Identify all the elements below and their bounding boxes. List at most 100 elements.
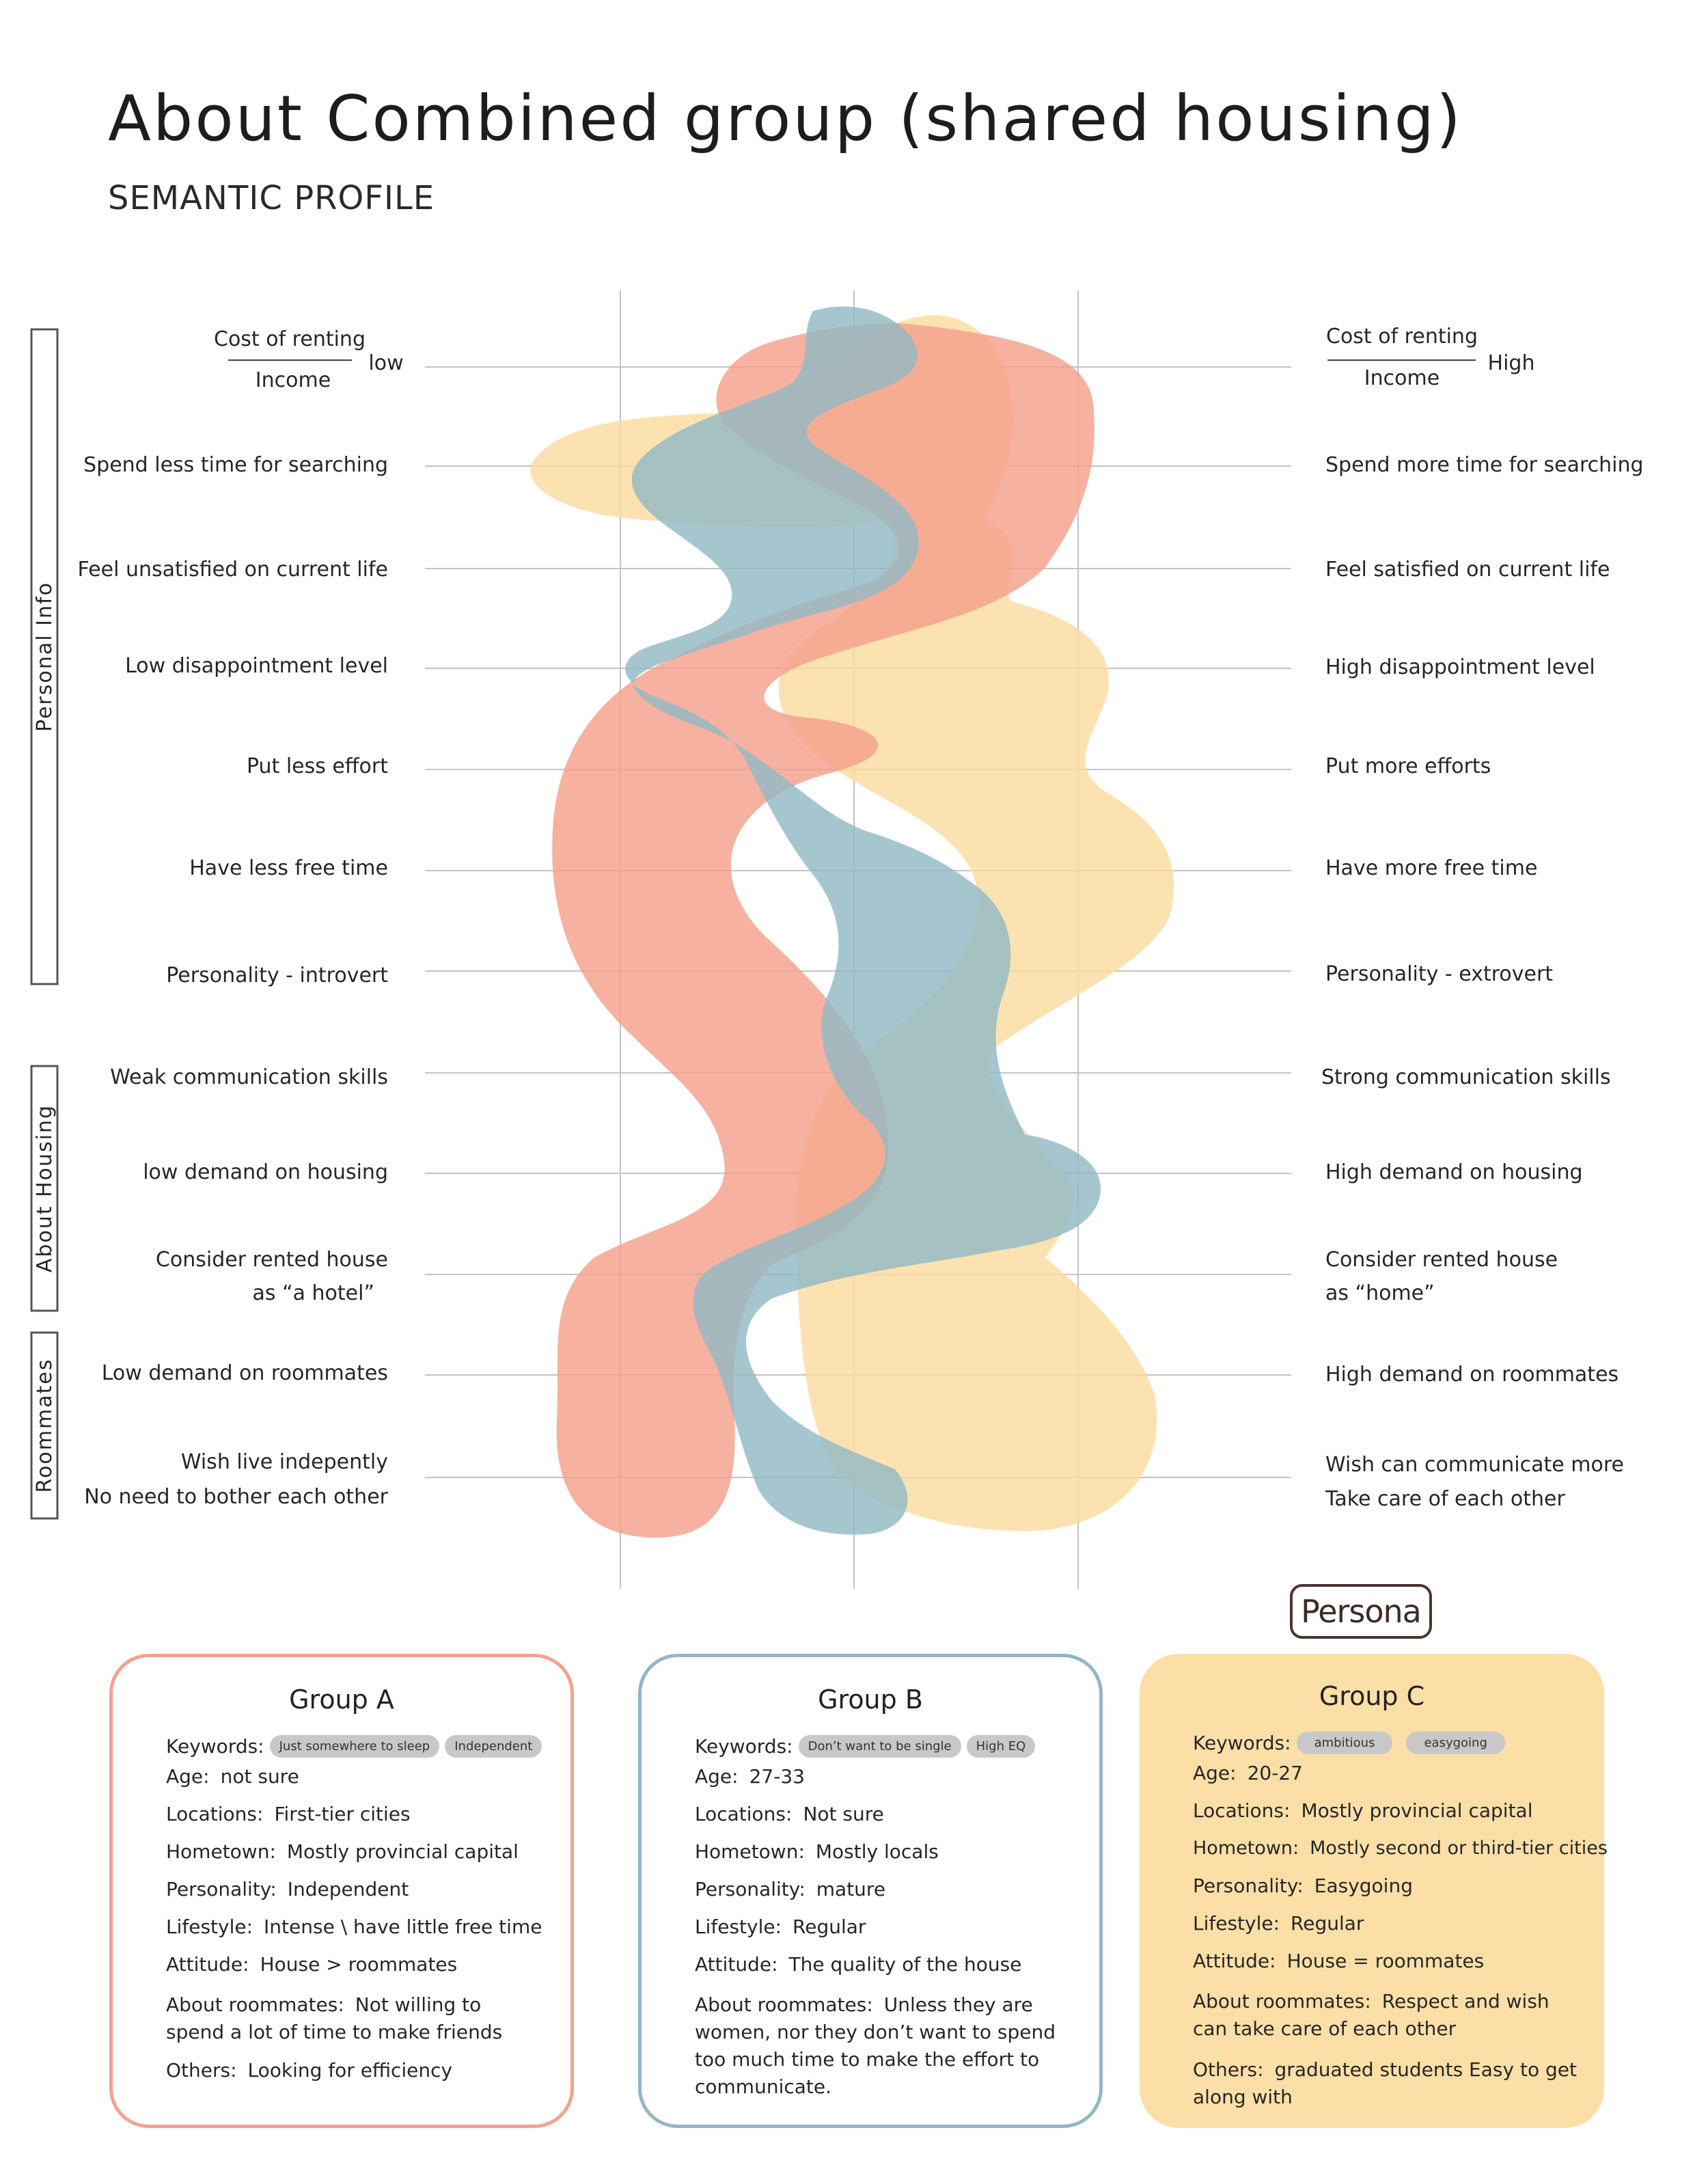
keywords-label: Keywords: xyxy=(695,1735,793,1758)
page-title: About Combined group (shared housing) xyxy=(108,82,1463,155)
info-row-others: Others: graduated students Easy to get al… xyxy=(1193,2056,1577,2111)
row-value: The quality of the house xyxy=(788,1953,1022,1976)
left-labels: Spend less time for searching Feel unsat… xyxy=(78,453,389,1509)
row-value: Mostly provincial capital xyxy=(1301,1799,1533,1822)
info-row-personality: Personality: Easygoing xyxy=(1193,1875,1577,1897)
info-row-personality: Personality: Independent xyxy=(166,1879,543,1900)
keywords-row: Keywords: ambitious easygoing xyxy=(1193,1732,1577,1754)
row-value: Intense \ have little free time xyxy=(264,1915,542,1938)
info-row-personality: Personality: mature xyxy=(695,1879,1072,1900)
row-label: Lifestyle: xyxy=(1193,1912,1280,1935)
scale-right-label-line2: as “home” xyxy=(1325,1281,1435,1305)
section-label: About Housing xyxy=(33,1104,57,1272)
scale-right-label: High demand on housing xyxy=(1325,1160,1583,1184)
scale-right-label: Spend more time for searching xyxy=(1325,453,1644,477)
info-row-hometown: Hometown: Mostly locals xyxy=(695,1841,1072,1863)
section-label: Personal Info xyxy=(33,582,57,732)
scale-left-label: Spend less time for searching xyxy=(83,453,388,477)
scale-right-label-line2: Take care of each other xyxy=(1325,1487,1566,1511)
row-label: Age: xyxy=(1193,1762,1237,1784)
group-b-band xyxy=(625,306,1101,1535)
row-label: Locations: xyxy=(695,1803,793,1825)
section-box xyxy=(30,328,59,985)
row-label: Age: xyxy=(695,1765,739,1788)
scale-right-label: High demand on roommates xyxy=(1325,1363,1619,1387)
scale-left-label: Low disappointment level xyxy=(125,654,388,678)
row-value: Independent xyxy=(287,1878,409,1900)
card-title: Group A xyxy=(289,1685,394,1715)
scale-left-label: low demand on housing xyxy=(143,1160,388,1184)
scale-right-label: Have more free time xyxy=(1325,856,1537,880)
row-value: First-tier cities xyxy=(274,1803,411,1825)
row-label: Locations: xyxy=(166,1803,264,1825)
section-label: Roommates xyxy=(33,1359,57,1493)
row-value: House = roommates xyxy=(1286,1950,1485,1972)
group-b-card: Group B Keywords: Don’t want to be singl… xyxy=(638,1654,1103,2128)
info-row-attitude: Attitude: House > roommates xyxy=(166,1954,543,1976)
row-value: Not sure xyxy=(803,1803,884,1825)
keyword-tag: Just somewhere to sleep xyxy=(269,1735,440,1758)
row-value: Looking for efficiency xyxy=(247,2059,453,2082)
scale-right-label: Feel satisfied on current life xyxy=(1325,558,1610,582)
scale-right-label: High disappointment level xyxy=(1325,655,1595,679)
row-value: Mostly locals xyxy=(815,1840,939,1863)
scale-left-label: Weak communication skills xyxy=(110,1065,388,1089)
scale-left-label: Wish live indepently xyxy=(181,1450,388,1474)
info-row-age: Age: 20-27 xyxy=(1193,1762,1577,1784)
info-row-roommates: About roommates: Respect and wish can tak… xyxy=(1193,1988,1577,2043)
scale-cost-left: Cost of renting Income low xyxy=(214,327,404,392)
row-label: About roommates: xyxy=(695,1993,873,2016)
row-value: 27-33 xyxy=(749,1765,805,1788)
keyword-tag: High EQ xyxy=(966,1735,1036,1758)
row-value: Unless they are women, nor they don’t wa… xyxy=(695,1993,1056,2098)
right-labels: Spend more time for searching Feel satis… xyxy=(1321,453,1644,1511)
fraction-numerator: Cost of renting xyxy=(1326,325,1478,349)
section-box xyxy=(30,1331,59,1520)
row-value: Mostly second or third-tier cities xyxy=(1310,1838,1608,1859)
row-label: Attitude: xyxy=(1193,1950,1276,1972)
info-row-roommates: About roommates: Unless they are women, n… xyxy=(695,1991,1072,2101)
section-about-housing: About Housing xyxy=(30,1065,59,1312)
row-label: Locations: xyxy=(1193,1799,1291,1822)
info-row-hometown: Hometown: Mostly provincial capital xyxy=(166,1841,543,1863)
row-label: Personality: xyxy=(1193,1874,1304,1897)
info-row-age: Age: 27-33 xyxy=(695,1766,1072,1788)
row-label: Attitude: xyxy=(166,1953,249,1976)
scale-left-label: Feel unsatisfied on current life xyxy=(78,558,388,582)
row-label: Attitude: xyxy=(695,1953,778,1976)
row-value: graduated students Easy to get along wit… xyxy=(1193,2058,1577,2108)
row-label: Hometown: xyxy=(695,1840,805,1863)
info-row-locations: Locations: Mostly provincial capital xyxy=(1193,1800,1577,1822)
row-label: Age: xyxy=(166,1765,210,1788)
info-row-locations: Locations: First-tier cities xyxy=(166,1803,543,1825)
row-label: Personality: xyxy=(166,1878,277,1900)
info-row-attitude: Attitude: House = roommates xyxy=(1193,1950,1577,1972)
page-subtitle: SEMANTIC PROFILE xyxy=(108,179,435,217)
row-value: Respect and wish can take care of each o… xyxy=(1193,1990,1549,2040)
scale-right-label: Wish can communicate more xyxy=(1325,1453,1624,1477)
keyword-tag: Independent xyxy=(445,1735,542,1758)
row-value: Easygoing xyxy=(1314,1874,1413,1897)
row-value: Not willing to spend a lot of time to ma… xyxy=(166,1993,503,2043)
row-label: Lifestyle: xyxy=(695,1915,782,1938)
row-value: Regular xyxy=(1291,1912,1364,1935)
row-label: Personality: xyxy=(695,1878,805,1900)
row-label: About roommates: xyxy=(166,1993,344,2016)
scale-cost-right: Cost of renting Income High xyxy=(1326,325,1534,390)
fraction-denominator: Income xyxy=(1364,366,1440,390)
info-row-roommates: About roommates: Not willing to spend a l… xyxy=(166,1991,543,2046)
row-label: Others: xyxy=(1193,2058,1264,2081)
row-label: About roommates: xyxy=(1193,1990,1371,2013)
info-row-lifestyle: Lifestyle: Regular xyxy=(1193,1913,1577,1935)
row-value: not sure xyxy=(220,1765,299,1788)
keywords-row: Keywords: Don’t want to be single High E… xyxy=(695,1735,1072,1758)
group-c-card: Group C Keywords: ambitious easygoing Ag… xyxy=(1140,1654,1608,2128)
scale-left-label: Put less effort xyxy=(247,754,388,778)
info-row-lifestyle: Lifestyle: Regular xyxy=(695,1916,1072,1938)
scale-left-label-line2: No need to bother each other xyxy=(84,1485,388,1509)
fraction-denominator: Income xyxy=(256,368,331,392)
info-row-lifestyle: Lifestyle: Intense \ have little free tim… xyxy=(166,1916,543,1938)
scale-right-label: Put more efforts xyxy=(1325,754,1491,778)
row-label: Hometown: xyxy=(1193,1838,1299,1859)
card-title: Group B xyxy=(818,1685,923,1715)
